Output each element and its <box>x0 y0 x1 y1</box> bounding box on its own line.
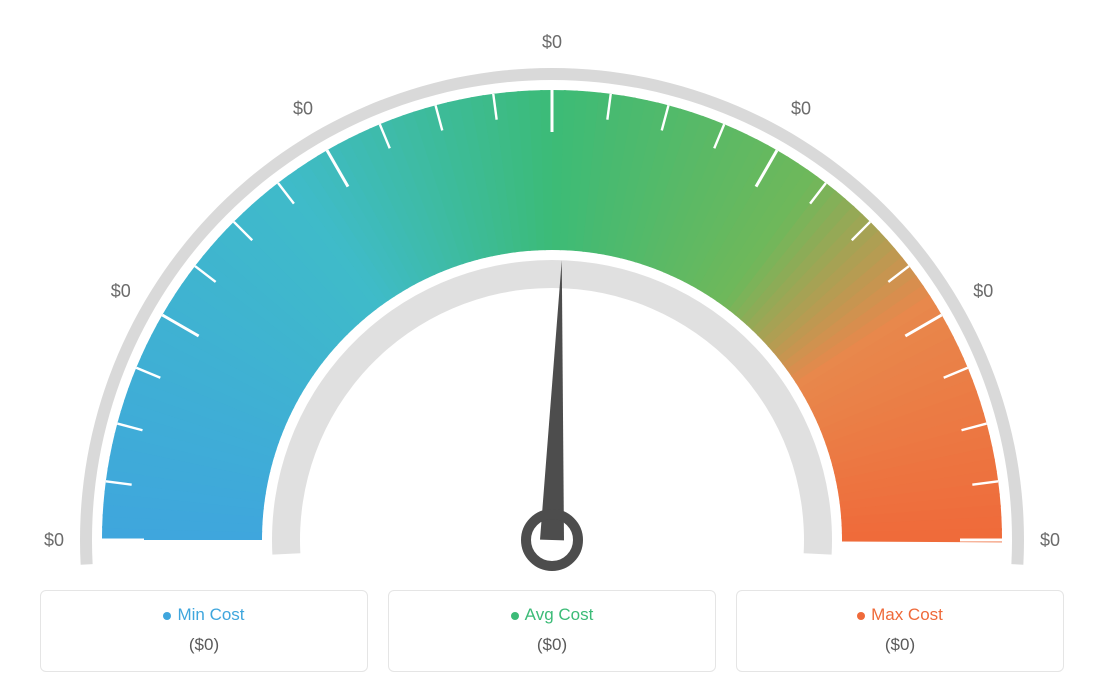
legend-card-avg: Avg Cost ($0) <box>388 590 716 672</box>
legend-title-avg: Avg Cost <box>399 605 705 625</box>
legend-dot-avg <box>511 612 519 620</box>
svg-text:$0: $0 <box>542 32 562 52</box>
gauge-chart-container: $0 $0 $0 $0 $0 $0 $0 Min Cost ($0) Avg Cost ($… <box>0 0 1104 690</box>
legend-card-min: Min Cost ($0) <box>40 590 368 672</box>
svg-text:$0: $0 <box>293 99 313 119</box>
legend-value-avg: ($0) <box>399 635 705 655</box>
svg-text:$0: $0 <box>44 530 64 550</box>
svg-text:$0: $0 <box>111 281 131 301</box>
legend-value-min: ($0) <box>51 635 357 655</box>
gauge: $0 $0 $0 $0 $0 $0 $0 <box>0 20 1104 585</box>
legend-dot-max <box>857 612 865 620</box>
legend-title-max-text: Max Cost <box>871 605 943 624</box>
legend-title-min: Min Cost <box>51 605 357 625</box>
legend-title-min-text: Min Cost <box>177 605 244 624</box>
legend-dot-min <box>163 612 171 620</box>
legend-title-avg-text: Avg Cost <box>525 605 594 624</box>
legend-title-max: Max Cost <box>747 605 1053 625</box>
legend-row: Min Cost ($0) Avg Cost ($0) Max Cost ($0… <box>40 590 1064 672</box>
svg-text:$0: $0 <box>1040 530 1060 550</box>
gauge-svg: $0 $0 $0 $0 $0 $0 $0 <box>0 20 1104 580</box>
legend-card-max: Max Cost ($0) <box>736 590 1064 672</box>
svg-text:$0: $0 <box>973 281 993 301</box>
legend-value-max: ($0) <box>747 635 1053 655</box>
svg-text:$0: $0 <box>791 99 811 119</box>
